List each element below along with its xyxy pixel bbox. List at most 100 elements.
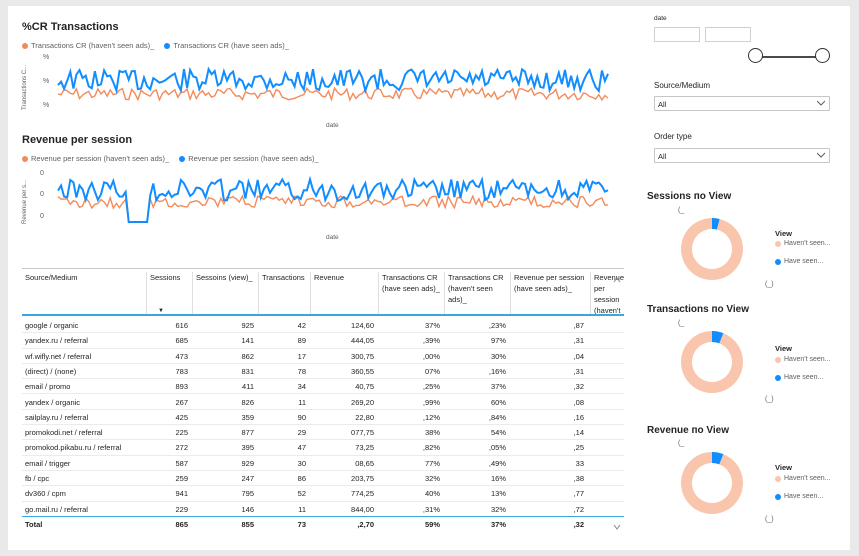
row-cr-have: 37% (424, 321, 440, 330)
legend-item-have[interactable]: Have seen... (775, 493, 823, 500)
row-revenue: 269,20 (351, 397, 374, 407)
donut-slice-havent[interactable] (681, 218, 743, 280)
row-cr-have: ,39% (422, 336, 440, 346)
date-end-input[interactable] (705, 27, 751, 42)
donut-slice-havent[interactable] (681, 452, 743, 514)
donut-slice-havent[interactable] (681, 331, 743, 393)
table-row[interactable]: dv360 / cpm 941 795 52 774,25 40% 13% ,77 (22, 486, 624, 502)
table-row[interactable]: email / promo 893 411 34 40,75 ,25% 37% ,32 (22, 379, 624, 395)
col-header-cr-havent[interactable]: Transactions CR (haven't seen ads)_ (444, 272, 510, 314)
col-header-rps-havent[interactable]: Revenue per session (haven't seen a (590, 272, 624, 314)
sort-desc-icon[interactable]: ▼ (158, 308, 164, 314)
row-source: email / promo (25, 382, 71, 392)
sessions-donut-chart[interactable] (676, 213, 748, 285)
transactions-donut-chart[interactable] (676, 326, 748, 398)
table-total-row: Total 865 855 73 ,2,70 59% 37% ,32 (22, 516, 624, 530)
legend-item-have[interactable]: Have seen... (775, 258, 823, 265)
rps-ytick: 0 (40, 191, 44, 198)
col-header-sessions-view[interactable]: Sessoins (view)_ (192, 272, 258, 314)
row-rps-have: ,14 (573, 428, 584, 438)
legend-item-have[interactable]: Have seen... (775, 374, 823, 381)
cr-ytick: % (43, 54, 50, 61)
date-slider-track[interactable] (754, 56, 822, 58)
donut-label-bracket: (_) (765, 516, 774, 523)
source-medium-table: Source/Medium Sessions Sessoins (view)_ … (22, 268, 624, 530)
row-revenue: 08,65 (355, 458, 374, 468)
cr-chart-legend: Transactions CR (haven't seen ads)_ Tran… (22, 41, 289, 50)
revenue-donut-chart[interactable] (676, 447, 748, 519)
table-row[interactable]: fb / cpc 259 247 86 203,75 32% 16% ,38 (22, 471, 624, 487)
legend-item-have[interactable]: Revenue per session (have seen ads)_ (179, 154, 319, 163)
row-sessions: 616 (175, 321, 188, 330)
col-header-transactions[interactable]: Transactions (258, 272, 310, 314)
report-canvas: %CR Transactions Transactions CR (haven'… (8, 6, 850, 550)
series-line[interactable] (57, 175, 609, 223)
table-row[interactable]: (direct) / (none) 783 831 78 360,55 07% ,16% ,3… (22, 364, 624, 380)
legend-label: Have seen... (784, 258, 824, 265)
table-row[interactable]: google / organic 616 925 42 124,60 37% ,23% ,87 (22, 318, 624, 334)
order-type-dropdown[interactable]: All (654, 148, 830, 163)
row-sessions-view: 831 (241, 366, 254, 376)
table-row[interactable]: yandex.ru / referral 685 141 89 444,05 ,39% 97… (22, 333, 624, 349)
revenue-donut-title: Revenue по View (647, 425, 729, 436)
row-transactions: 86 (297, 474, 306, 483)
series-line[interactable] (57, 66, 609, 95)
donut-label-bracket: (_ (678, 320, 685, 327)
row-source: yandex.ru / referral (25, 336, 88, 346)
legend-item-havent[interactable]: Revenue per session (haven't seen ads)_ (22, 154, 169, 163)
legend-item-havent[interactable]: Haven't seen... (775, 356, 830, 363)
table-row[interactable]: email / trigger 587 929 30 08,65 77% ,49% 33 (22, 456, 624, 471)
date-slider-end-handle[interactable] (815, 48, 830, 63)
legend-item-havent[interactable]: Transactions CR (haven't seen ads)_ (22, 41, 154, 50)
table-row[interactable]: promokodi.net / referral 225 877 29 077,75 38… (22, 425, 624, 441)
row-cr-havent: ,05% (488, 443, 506, 453)
row-cr-have: ,82% (422, 443, 440, 453)
row-transactions: 17 (297, 351, 306, 361)
row-cr-have: 32% (424, 474, 440, 483)
table-row[interactable]: yandex / organic 267 826 11 269,20 ,99% 60% ,08 (22, 395, 624, 410)
date-slicer-label: date (654, 15, 667, 22)
row-cr-have: 07% (424, 366, 440, 376)
row-cr-havent: 13% (490, 489, 506, 499)
donut-slice-have[interactable] (712, 218, 720, 230)
col-header-revenue[interactable]: Revenue (310, 272, 378, 314)
date-start-input[interactable] (654, 27, 700, 42)
row-rps-have: ,16 (573, 412, 584, 422)
table-row[interactable]: sailplay.ru / referral 425 359 90 22,80 ,12%,… (22, 410, 624, 426)
table-row[interactable]: wf.wifly.net / referral 473 862 17 300,75 ,00… (22, 349, 624, 364)
row-revenue: 444,05 (351, 336, 374, 346)
series-line[interactable] (57, 86, 609, 102)
table-scrollbar[interactable] (613, 276, 621, 531)
col-header-source[interactable]: Source/Medium (25, 273, 78, 282)
date-slider-start-handle[interactable] (748, 48, 763, 63)
legend-item-have[interactable]: Transactions CR (have seen ads)_ (164, 41, 289, 50)
row-transactions: 52 (297, 489, 306, 499)
donut-slice-have[interactable] (712, 452, 724, 465)
table-row[interactable]: promokod.pikabu.ru / referral 272 395 47 73,… (22, 440, 624, 456)
row-sessions: 893 (175, 382, 188, 392)
table-row[interactable]: go.mail.ru / referral 229 146 11 844,00 ,31% 3… (22, 502, 624, 517)
series-line[interactable] (57, 194, 609, 223)
donut-label-bracket: (_) (765, 396, 774, 403)
donut-slice-have[interactable] (712, 331, 724, 344)
row-sessions: 425 (175, 412, 188, 422)
col-header-cr-have[interactable]: Transactions CR (have seen ads)_ (378, 272, 444, 314)
row-cr-havent: 97% (490, 336, 506, 346)
rps-line-chart[interactable] (57, 174, 609, 224)
row-sessions-view: 826 (241, 397, 254, 407)
col-header-sessions[interactable]: Sessions (146, 272, 192, 314)
row-rps-have: ,77 (573, 489, 584, 499)
row-sessions: 229 (175, 504, 188, 514)
row-rps-have: ,72 (573, 504, 584, 514)
source-medium-dropdown[interactable]: All (654, 96, 830, 111)
rps-xlabel: date (326, 234, 339, 241)
legend-item-havent[interactable]: Haven't seen... (775, 475, 830, 482)
col-header-rps-have[interactable]: Revenue per session (have seen ads)_ (510, 272, 590, 314)
row-sessions: 272 (175, 443, 188, 453)
table-header: Source/Medium Sessions Sessoins (view)_ … (22, 269, 624, 316)
cr-line-chart[interactable] (57, 56, 609, 116)
legend-item-havent[interactable]: Haven't seen... (775, 240, 830, 247)
row-sessions-view: 146 (241, 504, 254, 514)
row-transactions: 90 (297, 412, 306, 422)
legend-label: Revenue per session (haven't seen ads)_ (31, 154, 170, 163)
